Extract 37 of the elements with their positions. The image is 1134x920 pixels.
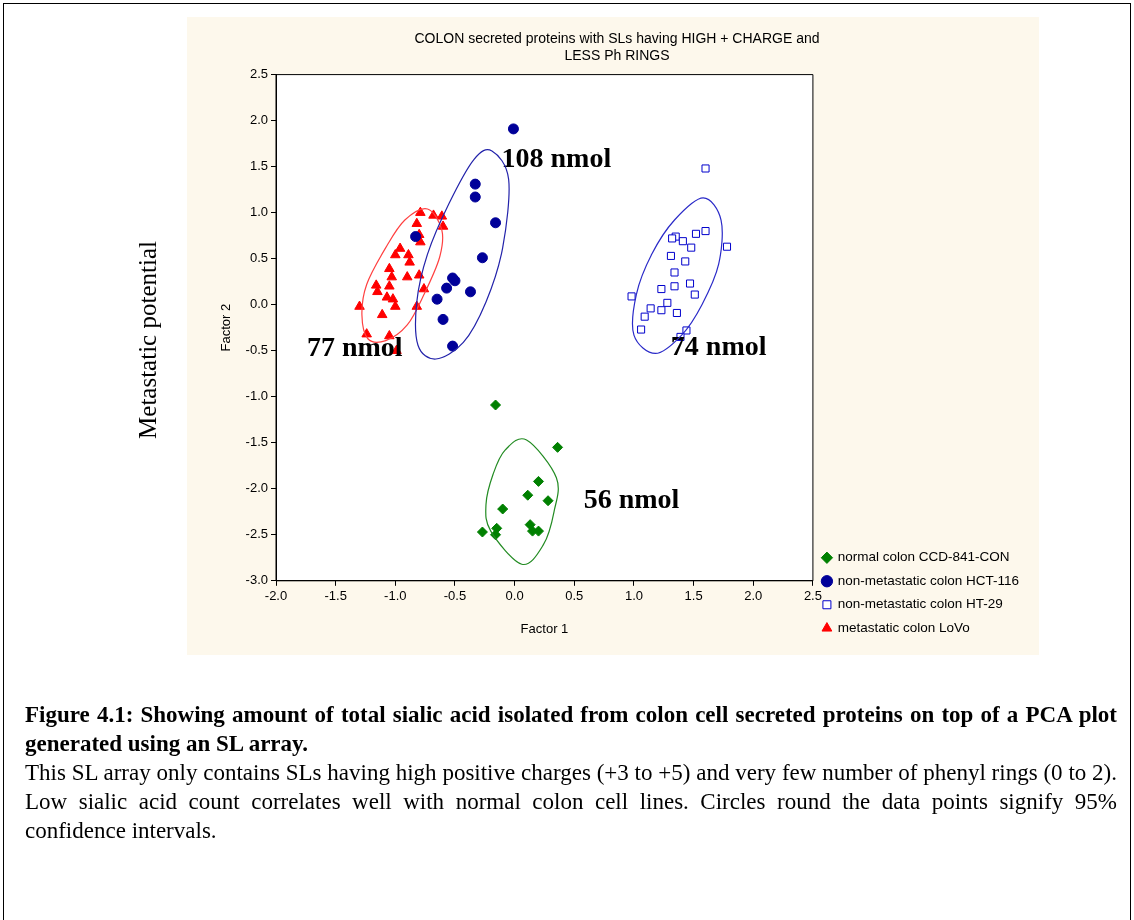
- text: LESS Ph RINGS: [564, 47, 670, 64]
- text: This SL array only contains SLs having high positive charges (+3 to +5) and very few number of phenyl rings (0 to 2). Low sialic acid count correlates well with normal colon cell lines. Circles round the data points signify 95% confidence intervals.: [25, 760, 1117, 843]
- x-tick-label: 1.5: [684, 588, 703, 604]
- caption: Figure 4.1: Showing amount of total sialic acid isolated from colon cell secreted proteins on top of a PCA plot generated using an SL array.: [25, 701, 1117, 758]
- annotation: 74 nmol: [670, 330, 767, 362]
- y-tick-label: 0.0: [249, 296, 268, 312]
- x-tick-label: 0.0: [505, 588, 524, 604]
- legend-label: normal colon CCD-841-CON: [837, 549, 1010, 565]
- text: Metastatic potential: [134, 241, 162, 439]
- annotation: 77 nmol: [306, 331, 403, 363]
- y-tick-label: 1.5: [249, 158, 268, 174]
- legend-label: non-metastatic colon HCT-116: [837, 572, 1020, 588]
- x-tick-label: 2.5: [803, 588, 822, 604]
- legend-label: non-metastatic colon HT-29: [837, 596, 1003, 612]
- y-tick-label: 2.0: [249, 112, 268, 128]
- annotation: 56 nmol: [583, 482, 680, 514]
- x-tick-label: 2.0: [744, 588, 763, 604]
- y-tick-label: -2.0: [245, 480, 268, 496]
- y-tick-label: 0.5: [249, 250, 268, 266]
- y-tick-label: 2.5: [249, 66, 268, 82]
- x-tick-label: -1.5: [324, 588, 347, 604]
- x-tick-label: -0.5: [443, 588, 467, 604]
- y-axis-title: Factor 2: [218, 303, 234, 352]
- x-tick-label: 1.0: [624, 588, 643, 604]
- y-tick-label: -1.0: [245, 388, 268, 404]
- y-tick-label: -2.5: [245, 526, 268, 542]
- legend-label: metastatic colon LoVo: [837, 619, 970, 635]
- y-tick-label: -0.5: [245, 342, 268, 358]
- x-tick-label: -2.0: [264, 588, 288, 604]
- y-tick-label: -3.0: [245, 572, 268, 588]
- annotation: 108 nmol: [501, 142, 612, 174]
- text: COLON secreted proteins with SLs having HIGH + CHARGE and: [414, 30, 820, 47]
- x-axis-title: Factor 1: [520, 620, 569, 636]
- x-tick-label: -1.0: [384, 588, 407, 604]
- y-tick-label: 1.0: [249, 204, 268, 220]
- y-tick-label: -1.5: [245, 434, 268, 450]
- x-tick-label: 0.5: [565, 588, 584, 604]
